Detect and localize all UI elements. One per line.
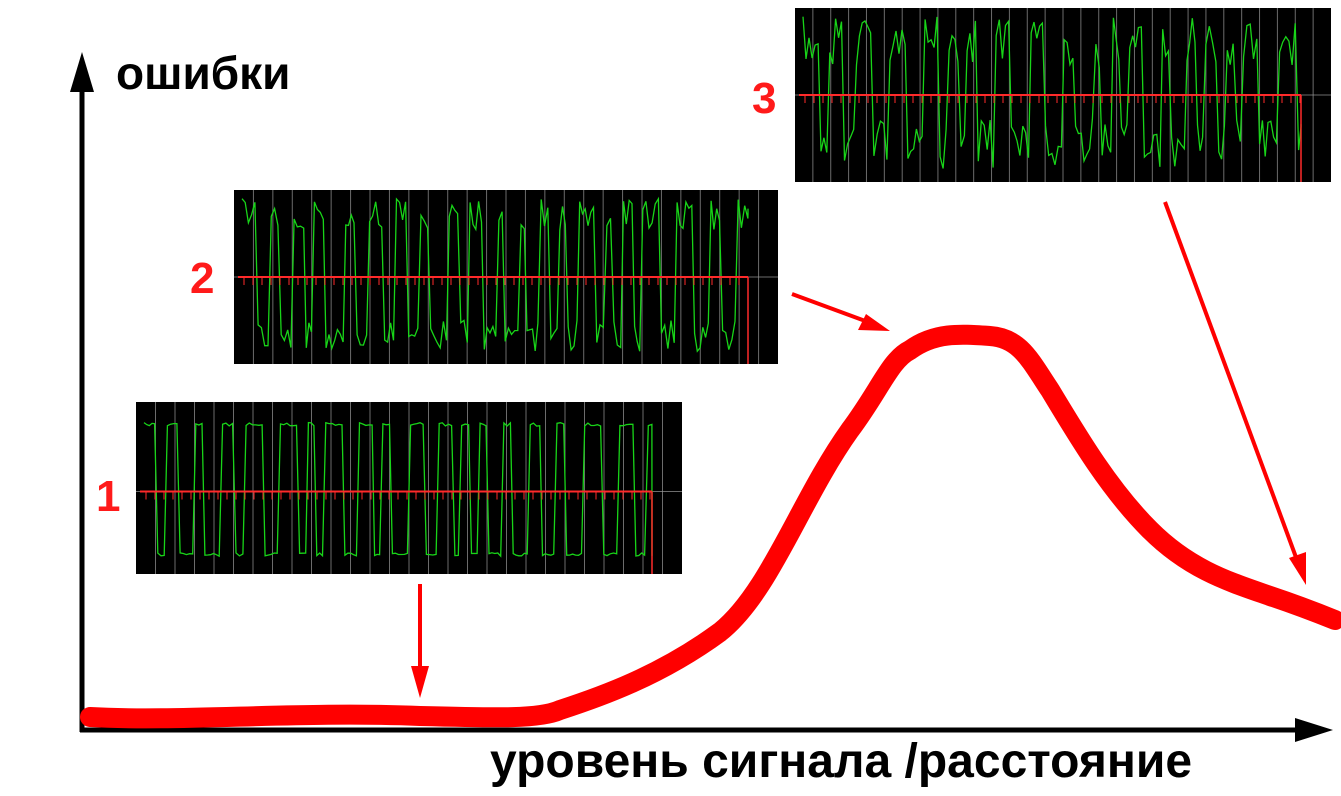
x-axis-label: уровень сигнала /расстояние — [490, 735, 1193, 788]
snapshot-number-3: 3 — [752, 74, 777, 123]
x-axis-arrowhead — [1295, 718, 1333, 742]
y-axis-label: ошибки — [116, 47, 291, 99]
scope-signal-trace — [241, 196, 749, 353]
snapshot-number-2: 2 — [190, 254, 215, 303]
y-axis — [70, 52, 94, 732]
pointer-arrow-2 — [791, 292, 890, 331]
scope-signal-trace — [802, 16, 1302, 169]
scope-snapshot-1 — [136, 402, 682, 574]
snapshot-number-1: 1 — [96, 472, 121, 521]
y-axis-arrowhead — [70, 52, 94, 92]
scope-snapshot-3 — [795, 8, 1331, 182]
x-axis — [80, 718, 1333, 742]
pointer-arrow-3 — [1163, 201, 1306, 585]
pointer-arrow-1 — [411, 584, 429, 698]
scope-snapshot-2 — [234, 190, 778, 364]
scope-signal-trace — [143, 421, 653, 558]
error-curve — [80, 324, 1341, 729]
